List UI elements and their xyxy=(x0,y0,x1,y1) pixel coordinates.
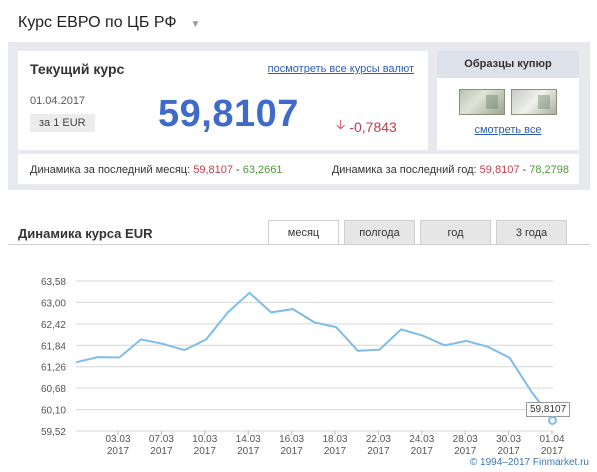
banknote-samples-link[interactable]: смотреть все xyxy=(474,124,542,136)
dynamics-month-max: 63,2661 xyxy=(242,164,283,176)
x-tick-day: 22.03 xyxy=(366,434,391,445)
dynamics-year-label: Динамика за последний год: xyxy=(331,164,477,176)
x-tick-day: 30.03 xyxy=(496,434,521,445)
tab-year[interactable]: год xyxy=(420,220,491,244)
y-tick-label: 62,42 xyxy=(41,320,66,331)
chevron-down-icon[interactable]: ▼ xyxy=(190,18,201,30)
dynamics-row: Динамика за последний месяц: 59,8107 - 6… xyxy=(18,154,579,184)
last-point-marker[interactable] xyxy=(548,416,557,425)
chart-title: Динамика курса EUR xyxy=(18,226,153,241)
y-tick-label: 61,26 xyxy=(41,363,66,374)
rate-unit-badge: за 1 EUR xyxy=(30,114,95,132)
all-rates-link[interactable]: посмотреть все курсы валют xyxy=(267,63,414,75)
x-tick-day: 24.03 xyxy=(409,434,434,445)
y-tick-label: 61,84 xyxy=(41,341,66,352)
x-axis-ticks: 03.03201707.03201710.03201714.03201716.0… xyxy=(105,431,565,457)
x-tick-day: 07.03 xyxy=(149,434,174,445)
banknote-samples-title: Образцы купюр xyxy=(437,51,579,78)
dynamics-month-label: Динамика за последний месяц: xyxy=(30,164,191,176)
x-tick-day: 14.03 xyxy=(236,434,261,445)
x-tick-year: 2017 xyxy=(280,446,303,457)
tab-month[interactable]: месяц xyxy=(268,220,339,244)
tab-three-years[interactable]: 3 года xyxy=(496,220,567,244)
rates-panel: Текущий курс посмотреть все курсы валют … xyxy=(8,42,590,190)
rate-line-chart: 63,58 63,00 62,42 61,84 61,26 60,68 60,10 59,52… xyxy=(41,277,565,457)
rate-value: 59,8107 xyxy=(158,93,299,135)
banknote-samples-card: Образцы купюр смотреть все xyxy=(437,51,579,150)
y-tick-label: 63,58 xyxy=(41,277,66,288)
x-tick-year: 2017 xyxy=(497,446,520,457)
x-tick-year: 2017 xyxy=(150,446,173,457)
x-tick-year: 2017 xyxy=(324,446,347,457)
banknote-front-image[interactable] xyxy=(459,89,505,115)
x-tick-day: 28.03 xyxy=(453,434,478,445)
dynamics-month-min: 59,8107 xyxy=(193,164,233,176)
rate-date: 01.04.2017 xyxy=(30,95,86,107)
dynamics-year-sep: - xyxy=(522,164,527,176)
page-title: Курс ЕВРО по ЦБ РФ xyxy=(18,14,177,31)
banknote-back-image[interactable] xyxy=(511,89,557,115)
last-value-label: 59,8107 xyxy=(526,402,571,417)
x-tick-year: 2017 xyxy=(541,446,564,457)
y-tick-label: 60,68 xyxy=(41,384,66,395)
dynamics-year-min: 59,8107 xyxy=(479,164,520,176)
arrow-down-icon: 🡣 xyxy=(336,117,346,132)
y-tick-label: 60,10 xyxy=(41,406,66,417)
y-tick-label: 63,00 xyxy=(41,298,66,309)
x-tick-day: 01.04 xyxy=(539,434,564,445)
tabs-divider xyxy=(8,244,590,245)
tab-half-year[interactable]: полгода xyxy=(344,220,415,244)
x-tick-day: 18.03 xyxy=(322,434,347,445)
rate-change: 🡣 -0,7843 xyxy=(336,116,397,138)
x-tick-year: 2017 xyxy=(367,446,390,457)
dynamics-month-sep: - xyxy=(236,164,240,176)
x-tick-year: 2017 xyxy=(237,446,260,457)
x-tick-year: 2017 xyxy=(194,446,217,457)
x-tick-day: 10.03 xyxy=(192,434,217,445)
period-tabs: месяц полгода год 3 года xyxy=(268,220,567,244)
rate-change-value: -0,7843 xyxy=(349,119,397,135)
x-tick-year: 2017 xyxy=(107,446,130,457)
dynamics-year: Динамика за последний год: 59,8107 - 78,… xyxy=(332,164,569,176)
current-rate-card: Текущий курс посмотреть все курсы валют … xyxy=(18,51,428,150)
current-rate-title: Текущий курс xyxy=(30,61,125,77)
dynamics-year-max: 78,2798 xyxy=(529,164,569,176)
y-axis-ticks: 63,58 63,00 62,42 61,84 61,26 60,68 60,10 59,52 xyxy=(41,277,66,438)
y-tick-label: 59,52 xyxy=(41,427,66,438)
chart-grid xyxy=(76,280,553,432)
x-tick-year: 2017 xyxy=(411,446,434,457)
x-tick-day: 03.03 xyxy=(105,434,130,445)
banknote-images xyxy=(459,89,557,115)
page-header: Курс ЕВРО по ЦБ РФ ▼ xyxy=(18,14,200,32)
x-tick-year: 2017 xyxy=(454,446,477,457)
series-line xyxy=(75,291,554,421)
dynamics-month: Динамика за последний месяц: 59,8107 - 6… xyxy=(30,164,283,176)
copyright: © 1994–2017 Finmarket.ru xyxy=(469,457,589,468)
x-tick-day: 16.03 xyxy=(279,434,304,445)
